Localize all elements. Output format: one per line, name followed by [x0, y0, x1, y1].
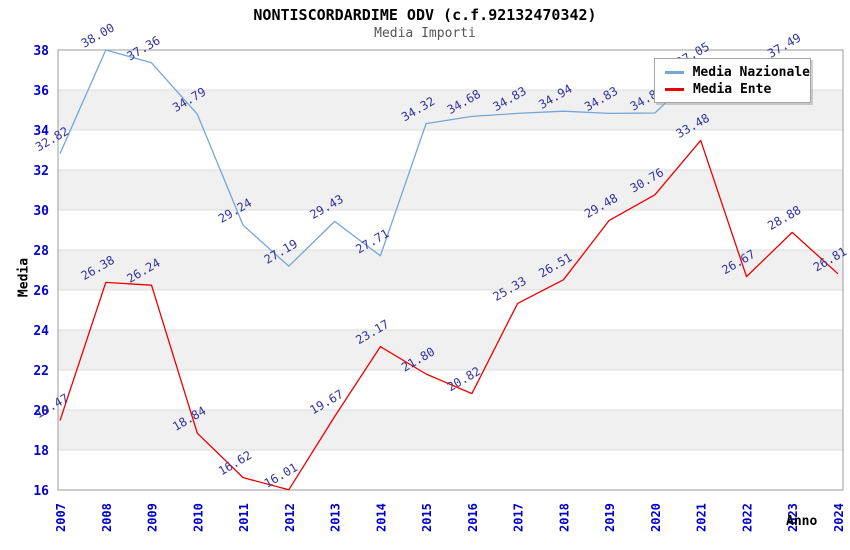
data-point-label: 16.01 — [262, 460, 300, 490]
y-tick-label: 22 — [33, 364, 49, 379]
plot-band — [58, 170, 843, 210]
y-axis-title: Media — [16, 257, 32, 298]
x-tick-label: 2024 — [832, 503, 846, 532]
x-tick-label: 2023 — [786, 503, 800, 532]
x-tick-label: 2022 — [740, 503, 754, 532]
x-tick-label: 2009 — [146, 503, 160, 532]
y-tick-label: 32 — [33, 164, 49, 179]
x-tick-label: 2016 — [466, 503, 480, 532]
x-tick-label: 2017 — [512, 503, 526, 532]
x-tick-label: 2011 — [237, 503, 251, 532]
x-tick-label: 2014 — [374, 503, 388, 532]
series-line-ente — [59, 139, 839, 491]
x-tick-label: 2020 — [649, 503, 663, 532]
x-axis-title: Anno — [786, 514, 818, 529]
y-tick-label: 20 — [33, 404, 49, 419]
legend-item-media-ente: Media Ente — [665, 81, 810, 98]
plot-border — [57, 49, 844, 491]
chart-subtitle: Media Importi — [374, 26, 476, 41]
y-tick-label: 24 — [33, 324, 49, 339]
legend-label: Media Nazionale — [692, 65, 810, 80]
x-tick-label: 2019 — [603, 503, 617, 532]
plot-band — [58, 410, 843, 450]
x-tick-label: 2018 — [557, 503, 571, 532]
x-tick-label: 2010 — [191, 503, 205, 532]
y-tick-label: 28 — [33, 244, 49, 259]
y-tick-label: 36 — [33, 84, 49, 99]
y-tick-label: 18 — [33, 444, 49, 459]
x-tick-label: 2012 — [283, 503, 297, 532]
y-tick-label: 34 — [33, 124, 49, 139]
plot-band — [58, 250, 843, 290]
data-point-label: 16.62 — [216, 448, 254, 478]
x-tick-label: 2013 — [329, 503, 343, 532]
plot-band — [58, 330, 843, 370]
x-tick-label: 2008 — [100, 503, 114, 532]
y-tick-label: 26 — [33, 284, 49, 299]
x-tick-label: 2021 — [695, 503, 709, 532]
y-tick-label: 16 — [33, 484, 49, 499]
legend: Media Nazionale Media Ente — [654, 58, 811, 103]
x-tick-label: 2007 — [54, 503, 68, 532]
y-tick-label: 30 — [33, 204, 49, 219]
legend-item-media-nazionale: Media Nazionale — [665, 64, 810, 81]
x-tick-label: 2015 — [420, 503, 434, 532]
legend-label: Media Ente — [693, 82, 772, 97]
legend-line-swatch-icon — [665, 71, 684, 74]
y-tick-label: 38 — [33, 44, 49, 59]
chart-title: NONTISCORDARDIME ODV (c.f.92132470342) — [253, 6, 597, 24]
legend-line-swatch-icon — [665, 88, 684, 91]
